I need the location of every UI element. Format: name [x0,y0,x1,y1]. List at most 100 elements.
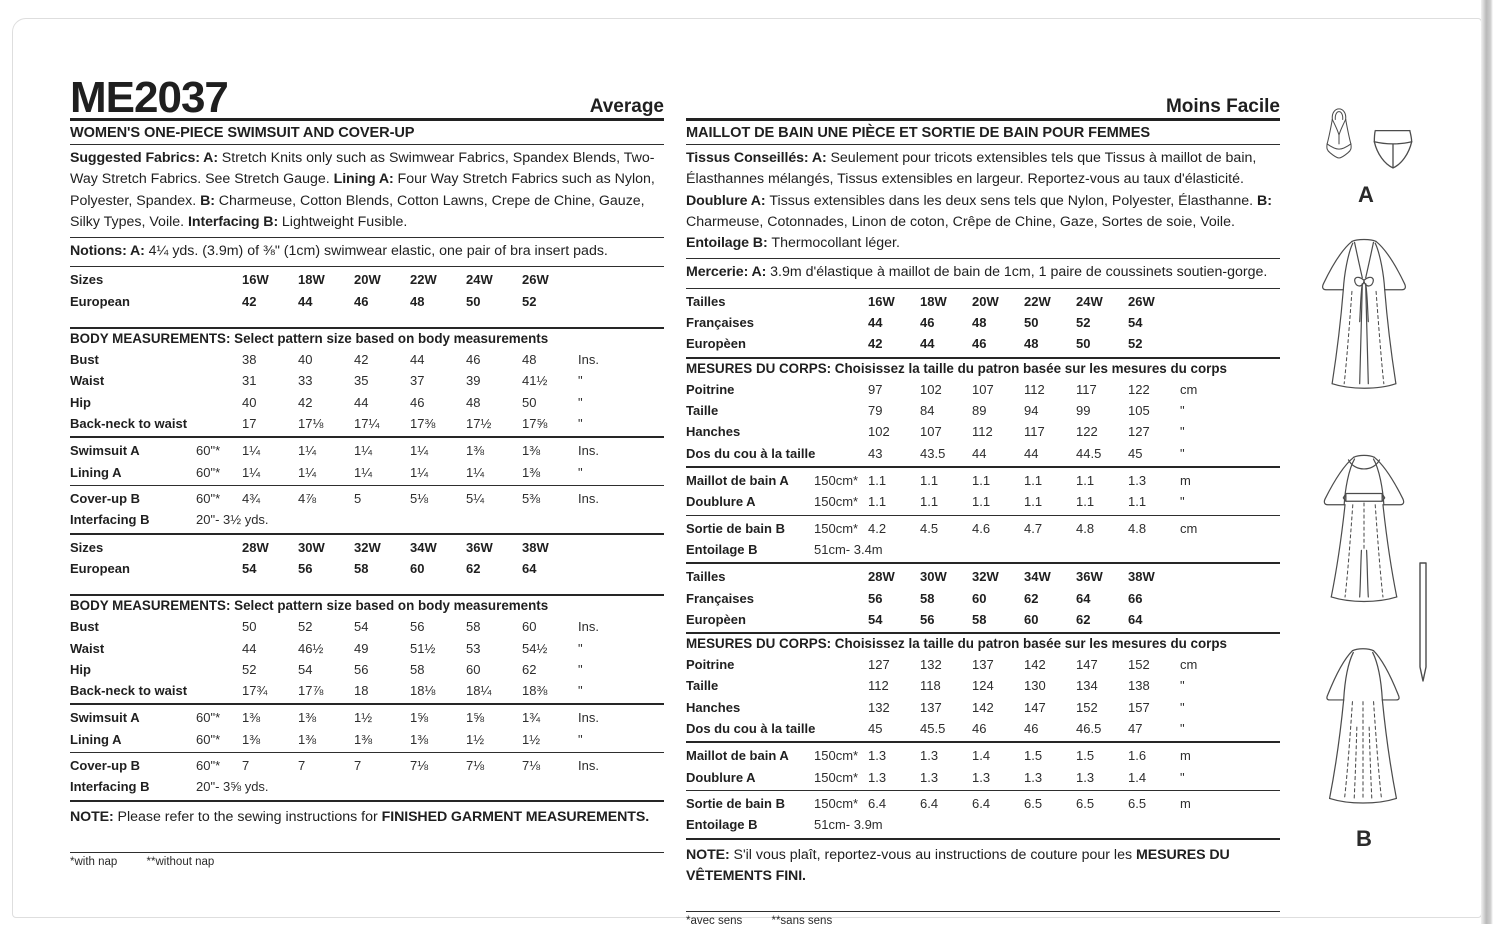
rule [686,514,1280,516]
unit-cell: Ins. [578,710,599,726]
table-cell: 122 [1128,381,1150,397]
table-cell: 1.5 [1076,748,1095,764]
table-cell: 26W [522,272,549,288]
table-cell: 52 [1076,315,1091,331]
row-label: Entoilage B [686,817,758,833]
fabric-width: 60"* [196,710,221,726]
table-cell: 45.5 [920,721,946,737]
table-cell: 1¼ [242,464,261,480]
table-cell: 28W [868,569,895,585]
table-cell: 52 [242,661,257,677]
footnote-fr: *avec sens **sans sens [686,915,1280,927]
row-label: Hanches [686,424,741,440]
body-measurements-header-en: BODY MEASUREMENTS: Select pattern size b… [70,331,549,347]
table-cell: 17¾ [242,683,268,699]
view-b-label: B [1356,826,1372,851]
unit-cell: cm [1180,520,1198,536]
table-cell: 50 [1024,315,1039,331]
unit-cell: cm [1180,657,1198,673]
table-cell: 18⅜ [522,683,548,699]
rule [70,327,664,330]
row-label: Waist [70,373,105,389]
row-label: Françaises [686,315,754,331]
table-cell: 33 [298,373,313,389]
table-cell: 50 [1076,336,1091,352]
table-cell: 1.5 [1024,748,1043,764]
table-cell: 60 [410,560,425,576]
fabric-width: 150cm* [814,472,859,488]
row-label: Maillot de bain A [686,472,789,488]
text: Charmeuse, Cotonnades, Linon de coton, C… [686,213,1235,230]
rule [686,144,1280,145]
table-cell: 142 [972,699,994,715]
unit-cell: " [578,731,583,747]
table-cell: 34W [410,539,437,555]
unit-cell: " [1180,424,1185,440]
bold-text: Tissus Conseillés: A: [686,150,831,166]
table-cell: 31 [242,373,257,389]
table-cell: 38W [522,539,549,555]
table-cell: 44 [242,640,257,656]
suggested-fabrics-fr: Tissus Conseillés: A: Seulement pour tri… [686,148,1280,254]
garment-title-en: WOMEN'S ONE-PIECE SWIMSUIT AND COVER-UP [70,125,415,141]
table-cell: 1¼ [354,464,373,480]
table-cell: 66 [1128,590,1143,606]
table-cell: 112 [972,424,993,440]
table-cell: 6.4 [920,796,939,812]
table-cell: 34W [1024,569,1051,585]
body-measurements-2-en: Bust 50 52 54 56 58 60 Ins. Waist 44 46½ 49 51½ 53 54½… [70,614,664,703]
unit-cell [578,291,664,312]
bold-text: Suggested Fabrics: A: [70,150,222,166]
spacer [70,314,664,327]
footnote-sans-sens: **sans sens [771,915,833,927]
table-cell: 56 [354,661,369,677]
table-cell: 46 [972,721,987,737]
table-cell: 4.2 [868,520,887,536]
table-cell: 1½ [522,731,541,747]
table-cell: 42 [354,352,369,368]
unit-cell [1180,566,1280,587]
table-cell: 1⅜ [242,731,261,747]
table-cell: 1¼ [298,443,317,459]
table-cell: 107 [920,424,942,440]
table-cell: 4.8 [1076,520,1095,536]
table-cell: 17 [242,416,257,432]
table-cell: 50 [242,619,257,635]
table-cell: 152 [1128,657,1150,673]
rule [70,799,664,802]
table-cell: 147 [1024,699,1046,715]
table-cell: 24W [466,272,493,288]
body-measurements-header-2-en: BODY MEASUREMENTS: Select pattern size b… [70,598,549,614]
table-cell: 132 [920,657,942,673]
row-label: Europèen [686,336,746,352]
table-cell: 6.5 [1128,796,1147,812]
row-label: Hip [70,661,91,677]
text: Charmeuse, Cotton Blends, Cotton Lawns, … [70,192,645,230]
table-cell: 37 [410,373,425,389]
bold-text: MESURES DU VÊTEMENTS FINI. [686,846,1230,884]
table-cell: 53 [466,640,481,656]
unit-cell [1180,609,1280,630]
table-cell: 7 [298,758,306,774]
table-cell: 44 [868,315,883,331]
unit-cell [578,269,664,290]
table-cell: 56 [868,590,883,606]
french-header: Moins Facile [686,72,1280,118]
table-cell: 20W [354,272,381,288]
table-cell: 130 [1024,678,1046,694]
row-label: Poitrine [686,657,735,673]
table-cell: 42 [298,394,313,410]
unit-cell [578,558,664,579]
size-table-2-en: Sizes 28W 30W 32W 34W 36W 38W European 54 56 58 60 6… [70,535,664,582]
row-span-value: 20"- 3⅝ yds. [196,779,269,795]
garment-illustrations: A B [1292,0,1492,924]
table-cell: 20W [972,293,999,309]
rule [686,911,1280,913]
text: 3.9m d'élastique à maillot de bain de 1c… [770,264,1268,281]
table-cell: 24W [1076,293,1103,309]
table-cell: 56 [298,560,313,576]
table-cell: 54 [298,661,313,677]
table-cell: 112 [1024,381,1045,397]
table-cell: 1.6 [1128,748,1147,764]
unit-cell: " [578,464,583,480]
